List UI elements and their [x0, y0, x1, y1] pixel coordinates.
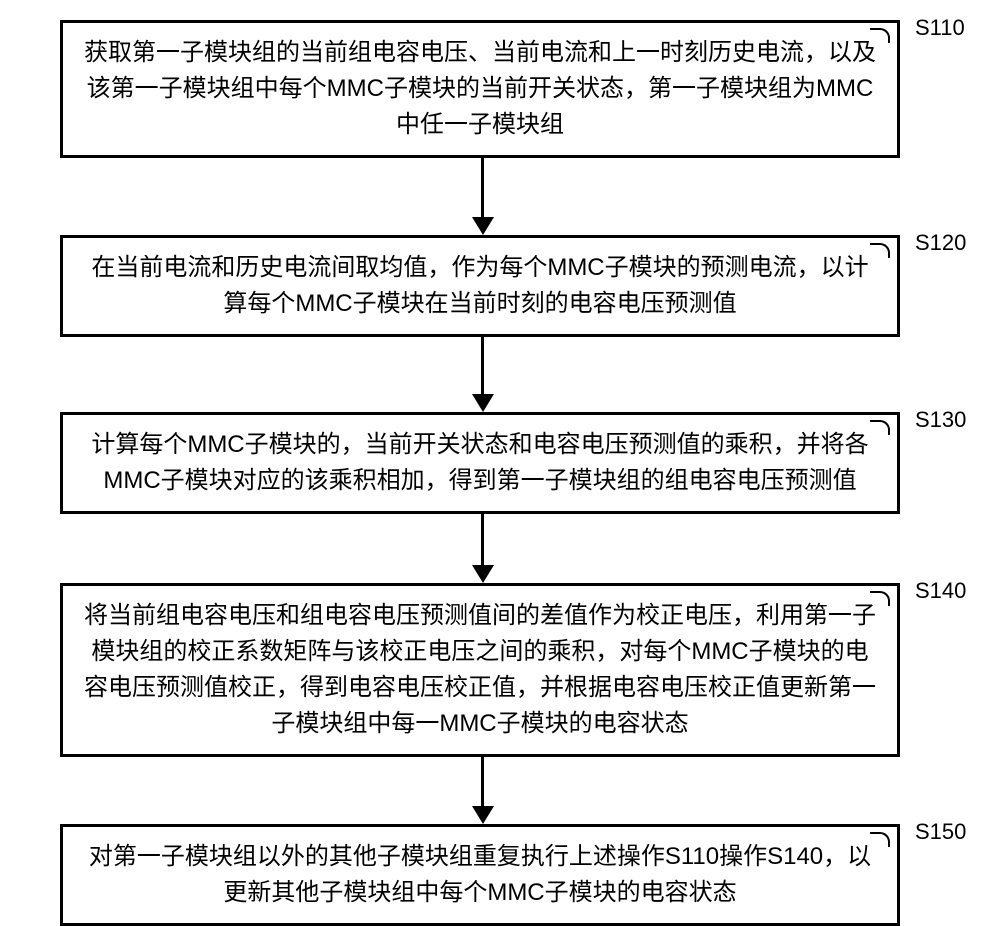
arrow-head-icon: [472, 565, 494, 583]
step-s140-label: S140: [915, 578, 966, 604]
arrow-head-icon: [472, 394, 494, 412]
arrow-2: [472, 337, 494, 412]
arrow-line: [481, 514, 484, 566]
step-s150-label: S150: [915, 819, 966, 845]
step-s150-container: 对第一子模块组以外的其他子模块组重复执行上述操作S110操作S140，以更新其他…: [30, 824, 970, 926]
step-s120-container: 在当前电流和历史电流间取均值，作为每个MMC子模块的预测电流，以计算每个MMC子…: [30, 235, 970, 337]
step-s130-container: 计算每个MMC子模块的，当前开关状态和电容电压预测值的乘积，并将各MMC子模块对…: [30, 412, 970, 514]
arrow-line: [481, 337, 484, 395]
arrow-head-icon: [472, 217, 494, 235]
arrow-4: [472, 757, 494, 824]
step-s130-box: 计算每个MMC子模块的，当前开关状态和电容电压预测值的乘积，并将各MMC子模块对…: [60, 412, 900, 514]
arrow-line: [481, 158, 484, 218]
arrow-line: [481, 757, 484, 807]
step-s110-container: 获取第一子模块组的当前组电容电压、当前电流和上一时刻历史电流，以及该第一子模块组…: [30, 20, 970, 158]
label-connector: [870, 832, 890, 847]
label-connector: [870, 243, 890, 258]
step-s110-box: 获取第一子模块组的当前组电容电压、当前电流和上一时刻历史电流，以及该第一子模块组…: [60, 20, 900, 158]
label-connector: [870, 591, 890, 606]
arrow-1: [472, 158, 494, 235]
step-s110-label: S110: [915, 15, 965, 41]
step-s140-container: 将当前组电容电压和组电容电压预测值间的差值作为校正电压，利用第一子模块组的校正系…: [30, 583, 970, 757]
arrow-head-icon: [472, 806, 494, 824]
step-s120-box: 在当前电流和历史电流间取均值，作为每个MMC子模块的预测电流，以计算每个MMC子…: [60, 235, 900, 337]
step-s150-box: 对第一子模块组以外的其他子模块组重复执行上述操作S110操作S140，以更新其他…: [60, 824, 900, 926]
step-s130-label: S130: [915, 407, 966, 433]
label-connector: [870, 28, 890, 43]
step-s120-label: S120: [915, 230, 966, 256]
flowchart-container: 获取第一子模块组的当前组电容电压、当前电流和上一时刻历史电流，以及该第一子模块组…: [30, 20, 970, 926]
arrow-3: [472, 514, 494, 583]
label-connector: [870, 420, 890, 435]
step-s140-box: 将当前组电容电压和组电容电压预测值间的差值作为校正电压，利用第一子模块组的校正系…: [60, 583, 900, 757]
